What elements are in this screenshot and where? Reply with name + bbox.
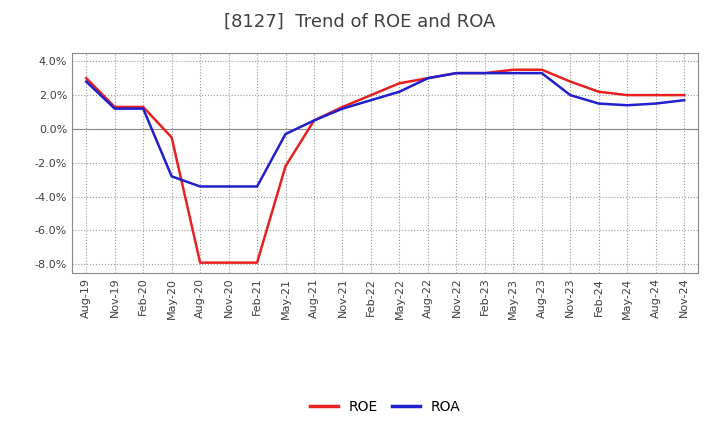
ROA [652,101,660,106]
ROA [423,76,432,81]
ROE [623,92,631,98]
ROA [82,79,91,84]
ROE [395,81,404,86]
ROA [282,132,290,137]
ROA [253,184,261,189]
ROA [167,174,176,179]
ROE [338,104,347,110]
ROE [82,76,91,81]
ROE [139,104,148,110]
ROE [110,104,119,110]
ROA [452,70,461,76]
ROA [566,92,575,98]
ROE [225,260,233,265]
ROA [225,184,233,189]
ROA [480,70,489,76]
ROA [395,89,404,94]
ROE [652,92,660,98]
ROA [595,101,603,106]
ROE [537,67,546,72]
ROA [310,118,318,123]
ROE [167,135,176,140]
ROA [366,98,375,103]
ROE [366,92,375,98]
ROE [480,70,489,76]
Line: ROA: ROA [86,73,684,187]
ROE [452,70,461,76]
ROE [595,89,603,94]
ROA [338,106,347,111]
ROA [680,98,688,103]
ROA [623,103,631,108]
ROA [537,70,546,76]
ROE [566,79,575,84]
ROA [196,184,204,189]
ROE [196,260,204,265]
ROE [310,118,318,123]
Line: ROE: ROE [86,70,684,263]
Text: [8127]  Trend of ROE and ROA: [8127] Trend of ROE and ROA [225,13,495,31]
ROE [253,260,261,265]
ROA [139,106,148,111]
Legend: ROE, ROA: ROE, ROA [305,394,466,419]
ROA [509,70,518,76]
ROE [282,164,290,169]
ROE [680,92,688,98]
ROE [423,76,432,81]
ROE [509,67,518,72]
ROA [110,106,119,111]
